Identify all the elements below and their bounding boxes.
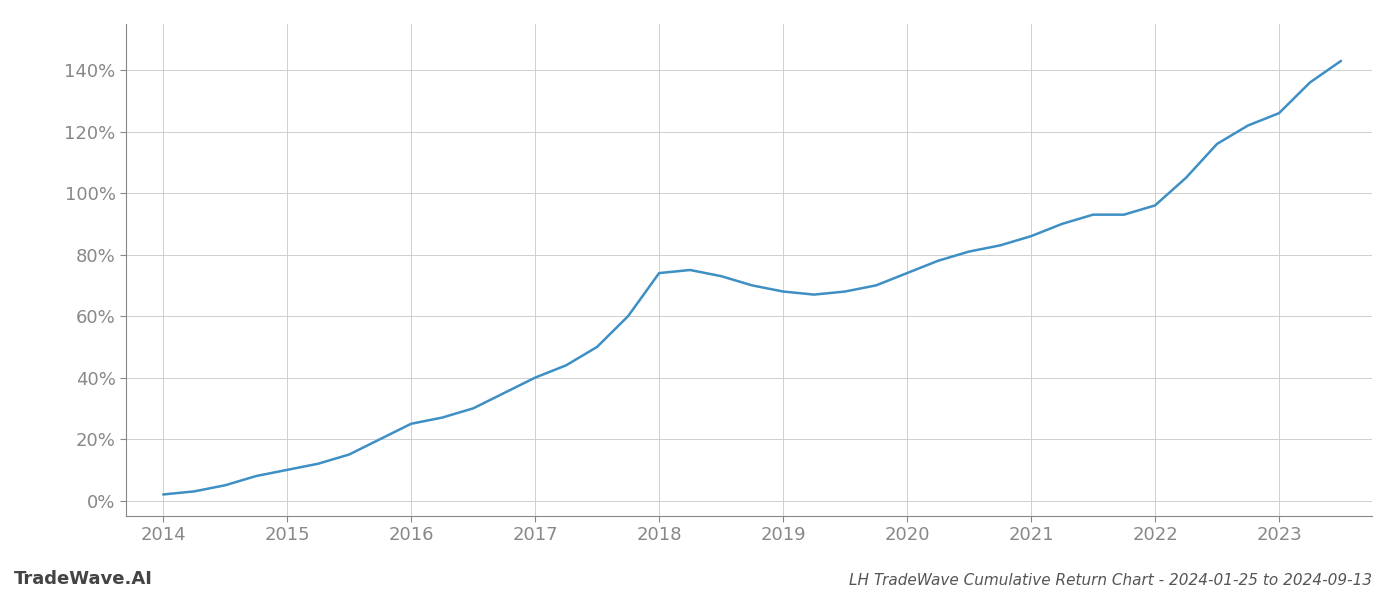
- Text: LH TradeWave Cumulative Return Chart - 2024-01-25 to 2024-09-13: LH TradeWave Cumulative Return Chart - 2…: [848, 573, 1372, 588]
- Text: TradeWave.AI: TradeWave.AI: [14, 570, 153, 588]
